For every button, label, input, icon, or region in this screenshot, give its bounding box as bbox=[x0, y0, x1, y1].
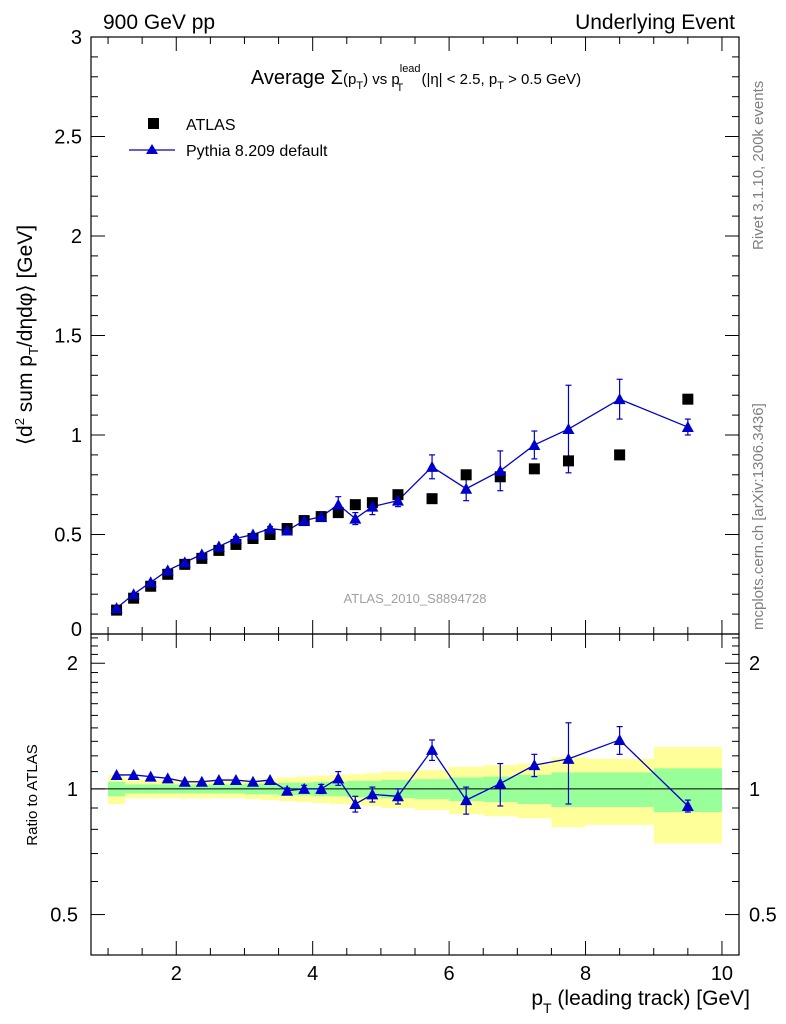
atlas-point bbox=[426, 493, 438, 505]
ratio-pythia-point bbox=[613, 733, 626, 745]
pythia-point bbox=[315, 510, 328, 522]
ratio-pythia-point bbox=[528, 759, 541, 771]
main-panel: 0 0.5 1 1.5 2 2.5 3 bbox=[54, 27, 740, 641]
pythia-point bbox=[460, 482, 473, 494]
atlas-point bbox=[230, 538, 242, 550]
main-y-axis-label: ⟨d2 sum pT/dηdφ⟩ [GeV] bbox=[12, 225, 41, 445]
legend-atlas-marker bbox=[148, 118, 159, 129]
chart-title: Average Σ(pT) vs plead T (|η| < 2.5, pT >… bbox=[251, 63, 581, 94]
ratio-y-tick-label-right: 0.5 bbox=[749, 905, 777, 927]
ratio-pythia-point bbox=[178, 775, 191, 787]
atlas-point bbox=[332, 507, 344, 519]
pythia-point bbox=[528, 438, 541, 450]
ratio-pythia-point bbox=[247, 775, 259, 787]
y-tick-label: 2 bbox=[71, 226, 82, 248]
ratio-pythia-point bbox=[110, 768, 123, 780]
y-tick-label: 0.5 bbox=[54, 525, 82, 547]
y-tick-label: 0 bbox=[71, 619, 82, 641]
pythia-point bbox=[212, 540, 225, 552]
pythia-point bbox=[366, 500, 379, 512]
pythia-point bbox=[144, 576, 157, 588]
atlas-point bbox=[614, 449, 626, 461]
ratio-pythia-point bbox=[332, 772, 345, 784]
ratio-pythia-point bbox=[349, 798, 362, 810]
legend: ATLAS Pythia 8.209 default bbox=[129, 117, 328, 160]
y-tick-label: 3 bbox=[71, 27, 82, 49]
pythia-point bbox=[332, 498, 345, 510]
pythia-point bbox=[178, 556, 191, 568]
ratio-pythia-point bbox=[315, 782, 328, 794]
pythia-point bbox=[161, 564, 174, 576]
ratio-pythia-point bbox=[264, 774, 277, 786]
ratio-band-inner bbox=[585, 772, 654, 807]
ratio-y-axis-label: Ratio to ATLAS bbox=[24, 744, 41, 845]
ratio-pythia-point bbox=[127, 768, 140, 780]
pythia-point bbox=[349, 512, 362, 524]
legend-pythia-label: Pythia 8.209 default bbox=[186, 143, 328, 160]
ratio-pythia-point bbox=[195, 775, 208, 787]
ratio-band-inner bbox=[517, 774, 552, 805]
ratio-pythia-point bbox=[212, 774, 225, 786]
pythia-point bbox=[298, 514, 311, 526]
y-tick-label: 1.5 bbox=[54, 326, 82, 348]
legend-pythia-marker bbox=[146, 144, 158, 154]
ratio-y-tick-label-right: 2 bbox=[749, 653, 760, 675]
pythia-point bbox=[426, 460, 439, 472]
ratio-y-tick-label: 1 bbox=[67, 779, 78, 801]
pythia-point bbox=[562, 423, 575, 435]
pythia-point bbox=[195, 548, 208, 560]
pythia-point bbox=[494, 464, 507, 476]
header-right: Underlying Event bbox=[575, 11, 735, 34]
ratio-pythia-point bbox=[366, 788, 379, 800]
legend-atlas-label: ATLAS bbox=[186, 117, 236, 134]
pythia-point bbox=[229, 532, 242, 544]
ratio-pythia-point bbox=[161, 772, 174, 784]
pythia-point bbox=[264, 522, 277, 534]
ratio-pythia-point bbox=[494, 777, 507, 789]
pythia-point bbox=[681, 421, 694, 433]
atlas-point bbox=[460, 469, 472, 481]
pythia-point bbox=[127, 588, 140, 600]
ratio-y-tick-label: 2 bbox=[67, 653, 78, 675]
header-left: 900 GeV pp bbox=[103, 11, 215, 34]
x-tick-label: 10 bbox=[711, 963, 733, 985]
ratio-pythia-point bbox=[229, 774, 242, 786]
pythia-point bbox=[110, 602, 123, 614]
atlas-point bbox=[528, 463, 540, 475]
x-tick-label: 6 bbox=[444, 963, 455, 985]
x-tick-label: 4 bbox=[307, 963, 318, 985]
pythia-point bbox=[247, 528, 259, 540]
x-tick-label: 2 bbox=[171, 963, 182, 985]
ratio-y-tick-label: 0.5 bbox=[50, 905, 78, 927]
ratio-frame bbox=[90, 633, 740, 956]
y-tick-label: 1 bbox=[71, 425, 82, 447]
ratio-pythia-point bbox=[144, 770, 157, 782]
pythia-point bbox=[613, 393, 626, 405]
pythia-point bbox=[281, 524, 294, 536]
x-axis-label: pT (leading track) [GeV] bbox=[531, 987, 750, 1016]
y-tick-label: 2.5 bbox=[54, 127, 82, 149]
x-tick-label: 8 bbox=[580, 963, 591, 985]
atlas-point bbox=[682, 393, 694, 405]
side-rivet-label: Rivet 3.1.10, 200k events bbox=[750, 81, 767, 250]
atlas-point bbox=[494, 471, 506, 483]
pythia-point bbox=[391, 494, 404, 506]
side-mcplots-label: mcplots.cern.ch [arXiv:1306.3436] bbox=[750, 403, 767, 630]
ratio-panel: 0.5 0.5 1 1 2 2 2 4 6 8 10 bbox=[50, 633, 777, 985]
atlas-point bbox=[264, 529, 276, 540]
ratio-pythia-point bbox=[562, 752, 575, 764]
analysis-watermark: ATLAS_2010_S8894728 bbox=[344, 591, 487, 606]
ratio-pythia-point bbox=[681, 799, 694, 811]
ratio-pythia-point bbox=[391, 790, 404, 802]
ratio-pythia-point bbox=[298, 782, 311, 794]
ratio-y-tick-label-right: 1 bbox=[749, 779, 760, 801]
ratio-pythia-point bbox=[281, 784, 294, 796]
atlas-point bbox=[349, 499, 361, 511]
ratio-pythia-point bbox=[460, 794, 473, 806]
atlas-point bbox=[562, 455, 574, 467]
ratio-pythia-point bbox=[426, 743, 439, 755]
